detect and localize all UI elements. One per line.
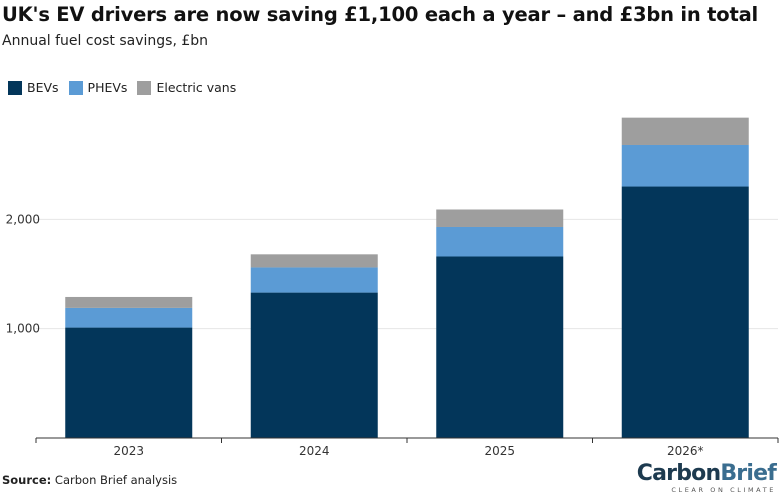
- legend-item-phevs: PHEVs: [68, 80, 128, 95]
- logo-carbon: Carbon: [636, 461, 721, 486]
- bar-phevs-2025: [436, 226, 564, 257]
- legend-swatch-vans: [137, 80, 152, 95]
- source-note: Source: Carbon Brief analysis: [2, 473, 177, 487]
- bar-vans-2024: [250, 254, 378, 268]
- chart-title: UK's EV drivers are now saving £1,100 ea…: [2, 3, 759, 26]
- logo-tagline: CLEAR ON CLIMATE: [671, 486, 776, 494]
- bar-phevs-2024: [250, 267, 378, 293]
- legend: BEVs PHEVs Electric vans: [8, 80, 246, 95]
- carbon-brief-logo: CarbonBrief CLEAR ON CLIMATE: [636, 461, 777, 495]
- bar-vans-2025: [436, 209, 564, 227]
- legend-item-bevs: BEVs: [8, 80, 59, 95]
- source-text: Carbon Brief analysis: [54, 473, 178, 487]
- bar-bevs-2025: [436, 256, 564, 438]
- bar-vans-2023: [65, 296, 193, 308]
- x-tick-label: 2026*: [667, 444, 704, 458]
- bar-bevs-2024: [250, 292, 378, 438]
- x-tick-label: 2024: [299, 444, 330, 458]
- legend-label-bevs: BEVs: [27, 80, 59, 95]
- y-tick-label: 2,000: [6, 212, 40, 226]
- logo-wordmark: CarbonBrief: [636, 461, 777, 486]
- legend-item-vans: Electric vans: [137, 80, 236, 95]
- legend-swatch-phevs: [68, 80, 83, 95]
- chart-subtitle: Annual fuel cost savings, £bn: [2, 33, 209, 49]
- legend-label-vans: Electric vans: [156, 80, 237, 95]
- x-tick-label: 2025: [484, 444, 515, 458]
- y-tick-label: 1,000: [6, 322, 40, 336]
- bar-bevs-2026: [621, 186, 749, 438]
- bar-phevs-2023: [65, 307, 193, 328]
- bar-vans-2026: [621, 117, 749, 145]
- source-label: Source:: [2, 473, 52, 487]
- x-tick-label: 2023: [113, 444, 144, 458]
- bar-bevs-2023: [65, 327, 193, 438]
- bar-phevs-2026: [621, 144, 749, 187]
- logo-brief: Brief: [720, 461, 776, 486]
- legend-swatch-bevs: [8, 80, 22, 95]
- legend-label-phevs: PHEVs: [87, 80, 128, 95]
